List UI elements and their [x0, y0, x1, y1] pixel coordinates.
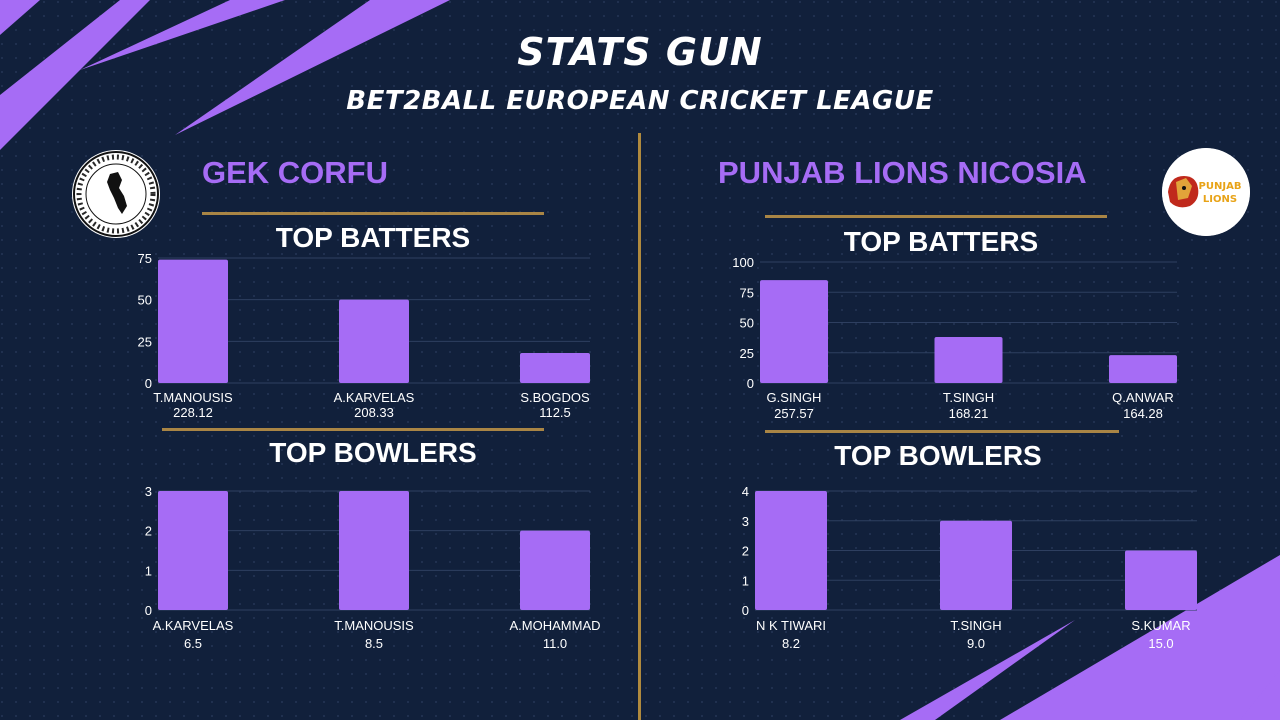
- gek-corfu-logo: [72, 150, 160, 238]
- punjab-lions-logo: PUNJAB LIONS: [1162, 148, 1250, 236]
- bar: [520, 530, 590, 610]
- streak-top-left-1: [0, 0, 40, 35]
- team-name-right: PUNJAB LIONS NICOSIA: [718, 155, 1087, 190]
- x-tick-label: Q.ANWAR: [1112, 390, 1174, 405]
- team-name-left: GEK CORFU: [202, 155, 388, 190]
- y-tick-label: 3: [145, 484, 152, 499]
- bar: [755, 491, 827, 610]
- data-label: 8.5: [365, 636, 383, 651]
- x-tick-label: T.MANOUSIS: [334, 618, 414, 633]
- data-label: 6.5: [184, 636, 202, 651]
- bar: [158, 259, 228, 383]
- x-tick-label: G.SINGH: [767, 390, 822, 405]
- bar: [339, 299, 409, 383]
- center-divider: [638, 133, 641, 720]
- streak-bottom-right-3: [1010, 640, 1160, 720]
- y-tick-label: 25: [138, 334, 152, 349]
- x-tick-label: A.KARVELAS: [153, 618, 234, 633]
- y-tick-label: 25: [740, 346, 754, 361]
- x-tick-label: N K TIWARI: [756, 618, 826, 633]
- x-tick-label: S.KUMAR: [1131, 618, 1190, 633]
- y-tick-label: 1: [145, 563, 152, 578]
- data-label: 8.2: [782, 636, 800, 651]
- streak-top-left-4: [175, 0, 450, 135]
- chart-title: TOP BOWLERS: [834, 440, 1042, 471]
- gold-separator: [202, 212, 544, 215]
- streak-bottom-right-1: [1000, 555, 1280, 720]
- gek-corfu-emblem-icon: [73, 151, 159, 237]
- streak-bottom-right-2: [900, 620, 1075, 720]
- x-tick-label: T.SINGH: [943, 390, 994, 405]
- bar: [940, 520, 1012, 610]
- streak-top-left-2: [0, 0, 150, 150]
- gold-separator: [765, 215, 1107, 218]
- x-tick-label: S.BOGDOS: [520, 390, 590, 405]
- x-tick-label: T.MANOUSIS: [153, 390, 233, 405]
- y-tick-label: 3: [742, 514, 749, 529]
- svg-text:PUNJAB: PUNJAB: [1199, 181, 1242, 192]
- bar: [339, 491, 409, 610]
- bar: [158, 491, 228, 610]
- data-label: 112.5: [539, 405, 571, 420]
- x-tick-label: A.MOHAMMAD: [510, 618, 601, 633]
- y-tick-label: 2: [145, 524, 152, 539]
- y-tick-label: 4: [742, 484, 749, 499]
- page-subtitle: BET2BALL EUROPEAN CRICKET LEAGUE: [346, 86, 934, 116]
- chart-title: TOP BATTERS: [843, 226, 1039, 257]
- bar: [520, 353, 590, 383]
- y-tick-label: 50: [138, 293, 152, 308]
- streak-bottom-right-4: [1220, 670, 1280, 720]
- right-bowlers-chart: 0 1 2 3 4 N K TIWARI 8.2 T.SINGH 9.0 S.KUMAR 15.0: [742, 484, 1197, 651]
- data-label: 208.33: [354, 405, 394, 420]
- y-tick-label: 0: [145, 603, 152, 618]
- data-label: 9.0: [967, 636, 985, 651]
- bar: [1109, 355, 1177, 383]
- data-label: 164.28: [1123, 406, 1163, 421]
- y-tick-label: 0: [747, 376, 754, 391]
- y-tick-label: 0: [145, 376, 152, 391]
- data-label: 228.12: [173, 405, 213, 420]
- svg-text:LIONS: LIONS: [1203, 194, 1237, 205]
- bar: [934, 337, 1003, 383]
- y-tick-label: 75: [138, 251, 152, 266]
- chart-title: TOP BOWLERS: [269, 437, 477, 468]
- data-label: 15.0: [1148, 636, 1173, 651]
- left-bowlers-chart: 0 1 2 3 A.KARVELAS 6.5 T.MANOUSIS 8.5 A.MOHAMMAD…: [145, 484, 601, 651]
- punjab-lions-emblem-icon: PUNJAB LIONS: [1162, 148, 1250, 236]
- data-label: 11.0: [543, 636, 567, 651]
- chart-title: TOP BATTERS: [275, 222, 471, 253]
- y-tick-label: 75: [740, 285, 754, 300]
- y-tick-label: 2: [742, 544, 749, 559]
- gold-separator: [162, 428, 544, 431]
- y-tick-label: 0: [742, 603, 749, 618]
- y-tick-label: 1: [742, 573, 749, 588]
- streak-top-left-3: [80, 0, 285, 70]
- y-tick-label: 100: [732, 255, 754, 270]
- page-title: STATS GUN: [517, 30, 763, 74]
- y-tick-label: 50: [740, 316, 754, 331]
- data-label: 168.21: [949, 406, 989, 421]
- gold-separator: [765, 430, 1119, 433]
- x-tick-label: A.KARVELAS: [334, 390, 415, 405]
- data-label: 257.57: [774, 406, 814, 421]
- bar: [760, 280, 828, 383]
- x-tick-label: T.SINGH: [950, 618, 1001, 633]
- bar: [1125, 550, 1197, 610]
